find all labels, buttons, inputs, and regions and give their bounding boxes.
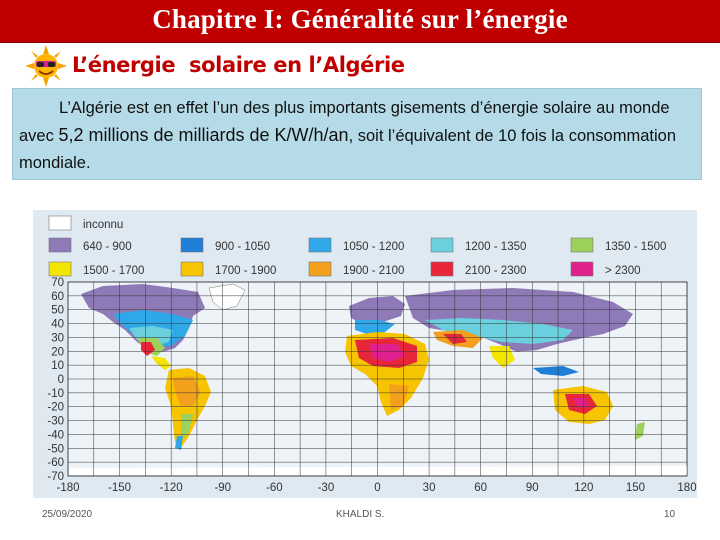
longitude-label: -60 <box>266 482 283 494</box>
latitude-label: 10 <box>51 360 64 372</box>
legend-label: 1050 - 1200 <box>343 241 404 253</box>
solar-irradiation-world-map: inconnu 640 - 900 900 - 1050 1050 - 1200 120… <box>33 210 697 498</box>
legend-swatch <box>308 237 332 253</box>
paragraph-part1: L’Algérie est en effet l’un des plus imp… <box>19 99 670 145</box>
legend-swatch <box>570 261 594 277</box>
longitude-label: 180 <box>677 482 696 494</box>
paragraph-highlight: 5,2 millions de milliards de K/W/h/an <box>58 125 349 145</box>
legend-label: 1700 - 1900 <box>215 265 276 277</box>
legend-label: 640 - 900 <box>83 241 132 253</box>
footer-author: KHALDI S. <box>336 509 385 520</box>
legend-swatch <box>180 261 204 277</box>
map-grid <box>67 281 688 477</box>
latitude-label: 50 <box>51 305 64 317</box>
longitude-label: -180 <box>56 482 79 494</box>
footer-page-number: 10 <box>664 509 676 520</box>
legend-swatch <box>570 237 594 253</box>
map-legend: inconnu 640 - 900 900 - 1050 1050 - 1200 120… <box>48 215 666 277</box>
legend-swatch <box>308 261 332 277</box>
title-bar: Chapitre I: Généralité sur l’énergie <box>0 0 720 43</box>
longitude-label: 60 <box>474 482 487 494</box>
longitude-label: -90 <box>214 482 231 494</box>
latitude-label: 40 <box>51 319 64 331</box>
paragraph-part3: , soit l’équivalent de 10 fois la consom… <box>19 127 676 172</box>
latitude-label: -40 <box>47 429 64 441</box>
latitude-label: -60 <box>47 457 64 469</box>
latitude-label: -10 <box>47 388 64 400</box>
legend-swatch <box>180 237 204 253</box>
text-box: L’Algérie est en effet l’un des plus imp… <box>12 88 702 180</box>
latitude-label: 30 <box>51 332 64 344</box>
longitude-labels: -180 -150 -120 -90 -60 -30 0 30 60 90 120 150 180 <box>56 482 696 494</box>
section-subtitle: L’énergie solaire en l’Algérie <box>72 53 405 77</box>
longitude-label: 0 <box>374 482 380 494</box>
sun-with-sunglasses-icon <box>25 45 67 87</box>
legend-swatch <box>48 215 72 231</box>
legend-label: > 2300 <box>605 265 641 277</box>
longitude-label: -120 <box>160 482 183 494</box>
slide-title: Chapitre I: Généralité sur l’énergie <box>152 4 568 34</box>
legend-label: 2100 - 2300 <box>465 265 526 277</box>
longitude-label: 150 <box>626 482 645 494</box>
longitude-label: 90 <box>526 482 539 494</box>
latitude-label: -30 <box>47 416 64 428</box>
legend-swatch <box>48 237 72 253</box>
longitude-label: -150 <box>108 482 131 494</box>
latitude-label: -20 <box>47 402 64 414</box>
legend-swatch <box>430 261 454 277</box>
legend-swatch <box>430 237 454 253</box>
latitude-label: 20 <box>51 346 64 358</box>
legend-label: inconnu <box>83 219 123 231</box>
latitude-label: -50 <box>47 443 64 455</box>
paragraph: L’Algérie est en effet l’un des plus imp… <box>19 95 699 177</box>
longitude-label: -30 <box>318 482 335 494</box>
legend-label: 1350 - 1500 <box>605 241 666 253</box>
longitude-label: 30 <box>423 482 436 494</box>
legend-label: 1900 - 2100 <box>343 265 404 277</box>
longitude-label: 120 <box>574 482 593 494</box>
latitude-label: 70 <box>51 277 64 289</box>
legend-swatch <box>48 261 72 277</box>
legend-label: 1200 - 1350 <box>465 241 526 253</box>
latitude-label: -70 <box>47 471 64 483</box>
latitude-label: 60 <box>51 291 64 303</box>
legend-label: 900 - 1050 <box>215 241 270 253</box>
latitude-label: 0 <box>58 374 64 386</box>
footer-date: 25/09/2020 <box>42 509 93 520</box>
legend-label: 1500 - 1700 <box>83 265 144 277</box>
